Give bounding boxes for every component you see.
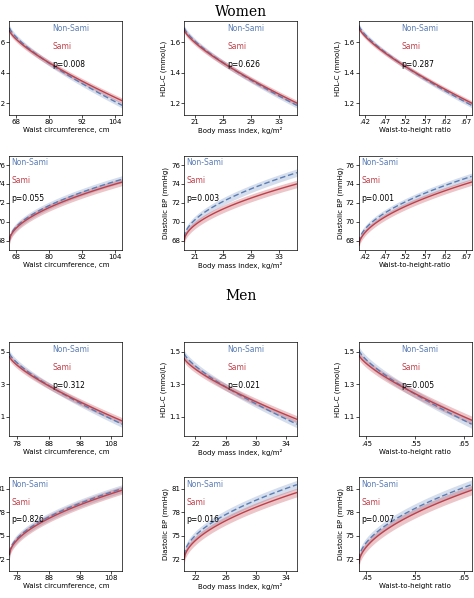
Text: p=0.055: p=0.055 <box>12 194 45 203</box>
Text: Sami: Sami <box>227 42 246 51</box>
Y-axis label: Diastolic BP (mmHg): Diastolic BP (mmHg) <box>163 167 169 239</box>
Text: Men: Men <box>225 289 256 303</box>
Text: Sami: Sami <box>361 498 380 507</box>
Text: p=0.001: p=0.001 <box>361 194 394 203</box>
X-axis label: Body mass index, kg/m²: Body mass index, kg/m² <box>198 127 283 135</box>
Y-axis label: Diastolic BP (mmHg): Diastolic BP (mmHg) <box>163 488 169 560</box>
Text: p=0.003: p=0.003 <box>186 194 219 203</box>
Text: p=0.007: p=0.007 <box>361 515 394 524</box>
Text: Non-Sami: Non-Sami <box>52 345 90 354</box>
X-axis label: Waist-to-height ratio: Waist-to-height ratio <box>379 448 451 454</box>
Text: Women: Women <box>215 5 266 19</box>
Text: p=0.826: p=0.826 <box>12 515 45 524</box>
Text: Non-Sami: Non-Sami <box>186 158 224 167</box>
Y-axis label: HDL-C (mmol/L): HDL-C (mmol/L) <box>335 41 341 96</box>
Text: p=0.005: p=0.005 <box>402 381 435 390</box>
Text: Sami: Sami <box>186 176 206 185</box>
Text: Sami: Sami <box>186 498 206 507</box>
X-axis label: Waist circumference, cm: Waist circumference, cm <box>23 448 109 454</box>
Text: Non-Sami: Non-Sami <box>361 158 398 167</box>
Text: Sami: Sami <box>402 42 421 51</box>
Text: Non-Sami: Non-Sami <box>227 24 264 33</box>
Text: Sami: Sami <box>402 363 421 372</box>
Text: p=0.626: p=0.626 <box>227 60 260 69</box>
Text: p=0.312: p=0.312 <box>52 381 85 390</box>
Y-axis label: Diastolic BP (mmHg): Diastolic BP (mmHg) <box>337 488 344 560</box>
Text: Non-Sami: Non-Sami <box>402 24 439 33</box>
Text: Non-Sami: Non-Sami <box>12 158 49 167</box>
Y-axis label: HDL-C (mmol/L): HDL-C (mmol/L) <box>160 41 167 96</box>
X-axis label: Waist-to-height ratio: Waist-to-height ratio <box>379 127 451 133</box>
Y-axis label: Diastolic BP (mmHg): Diastolic BP (mmHg) <box>337 167 344 239</box>
Text: Non-Sami: Non-Sami <box>12 480 49 489</box>
Text: p=0.016: p=0.016 <box>186 515 219 524</box>
Text: Non-Sami: Non-Sami <box>186 480 224 489</box>
X-axis label: Body mass index, kg/m²: Body mass index, kg/m² <box>198 583 283 590</box>
X-axis label: Waist-to-height ratio: Waist-to-height ratio <box>379 583 451 590</box>
X-axis label: Waist circumference, cm: Waist circumference, cm <box>23 262 109 268</box>
Text: Non-Sami: Non-Sami <box>227 345 264 354</box>
Text: p=0.287: p=0.287 <box>402 60 435 69</box>
X-axis label: Body mass index, kg/m²: Body mass index, kg/m² <box>198 262 283 269</box>
Y-axis label: HDL-C (mmol/L): HDL-C (mmol/L) <box>160 362 167 417</box>
X-axis label: Waist circumference, cm: Waist circumference, cm <box>23 127 109 133</box>
Text: Non-Sami: Non-Sami <box>52 24 90 33</box>
X-axis label: Body mass index, kg/m²: Body mass index, kg/m² <box>198 448 283 456</box>
Text: Sami: Sami <box>52 42 72 51</box>
Text: Non-Sami: Non-Sami <box>402 345 439 354</box>
Text: Non-Sami: Non-Sami <box>361 480 398 489</box>
Text: Sami: Sami <box>12 498 31 507</box>
Text: p=0.021: p=0.021 <box>227 381 260 390</box>
X-axis label: Waist-to-height-ratio: Waist-to-height-ratio <box>379 262 451 268</box>
Text: Sami: Sami <box>52 363 72 372</box>
X-axis label: Waist circumference, cm: Waist circumference, cm <box>23 583 109 590</box>
Text: Sami: Sami <box>12 176 31 185</box>
Y-axis label: HDL-C (mmol/L): HDL-C (mmol/L) <box>335 362 341 417</box>
Text: Sami: Sami <box>361 176 380 185</box>
Text: p=0.008: p=0.008 <box>52 60 85 69</box>
Text: Sami: Sami <box>227 363 246 372</box>
